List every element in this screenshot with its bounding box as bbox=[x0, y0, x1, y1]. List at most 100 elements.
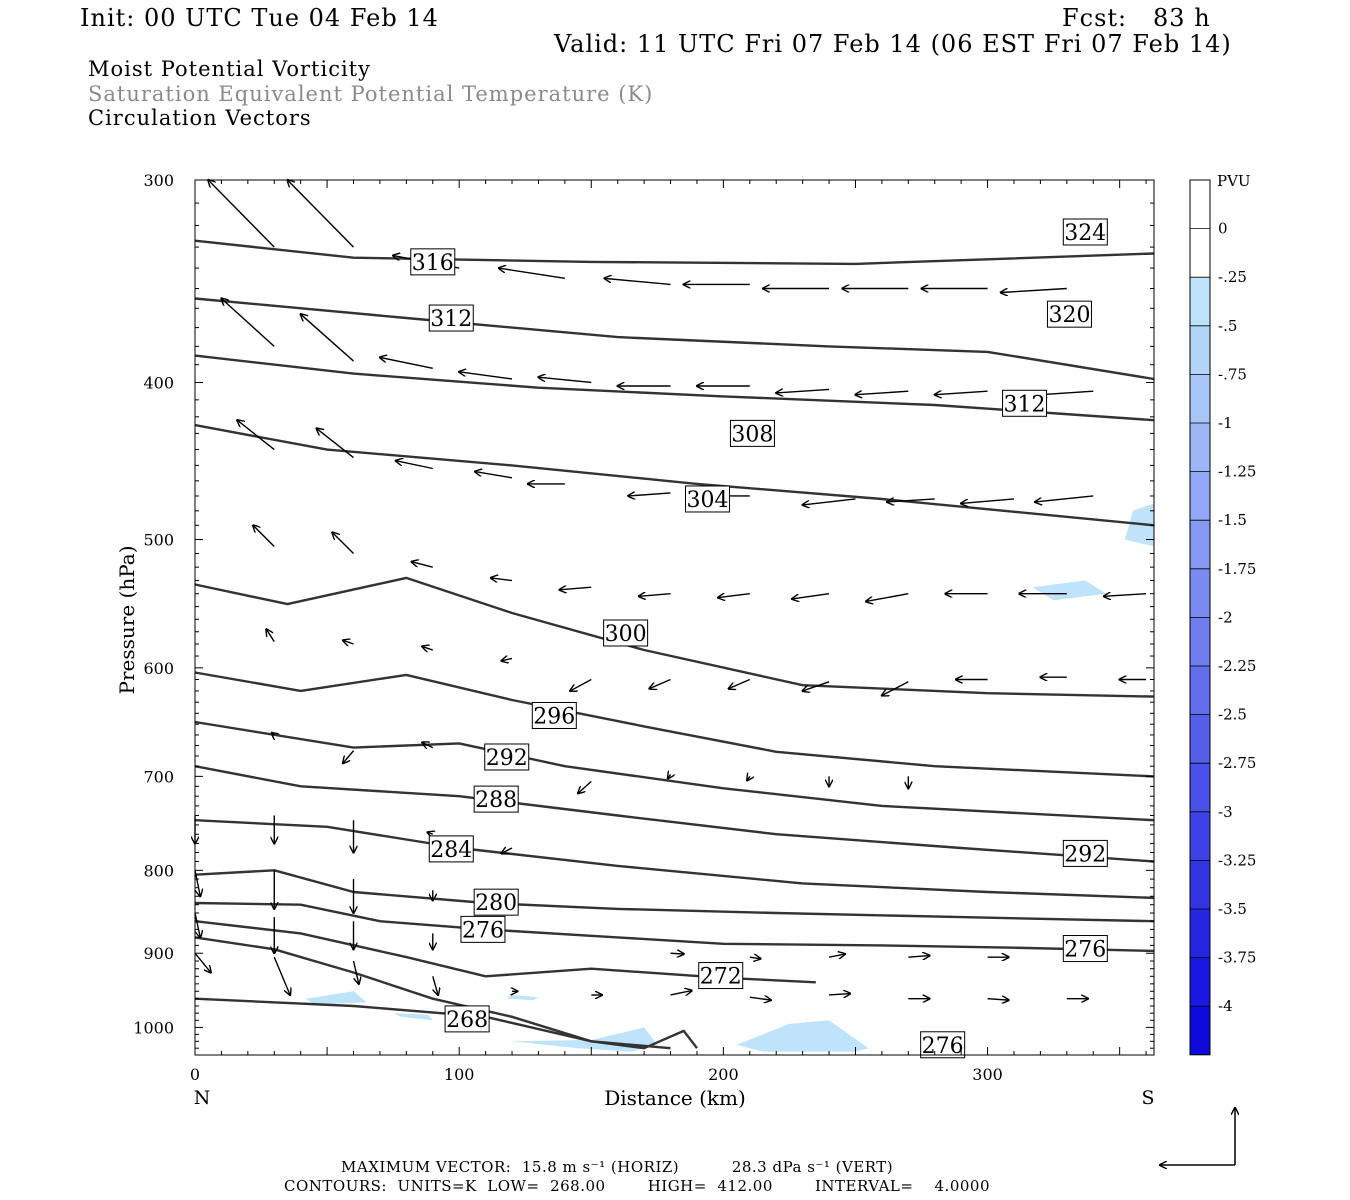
max-vector-note: MAXIMUM VECTOR: 15.8 m s⁻¹ (HORIZ) 28.3 … bbox=[341, 1158, 894, 1176]
colorbar-cell bbox=[1190, 666, 1210, 715]
contour-label-box bbox=[410, 248, 456, 276]
circulation-vector bbox=[670, 991, 692, 995]
contour-label-box bbox=[603, 619, 649, 647]
y-tick-label: 600 bbox=[143, 659, 174, 678]
circulation-vector bbox=[987, 999, 1009, 1000]
y-tick-label: 500 bbox=[143, 531, 174, 550]
circulation-vector bbox=[317, 428, 354, 459]
circulation-vector bbox=[649, 678, 671, 688]
contour-label-box bbox=[428, 835, 474, 863]
circulation-vector bbox=[749, 957, 761, 959]
contour-info: CONTOURS: UNITS=K LOW= 268.00 HIGH= 412.… bbox=[284, 1177, 990, 1195]
circulation-vector bbox=[803, 681, 830, 691]
contour-label: 308 bbox=[731, 422, 773, 447]
colorbar-cell bbox=[1190, 957, 1210, 1007]
circulation-vector bbox=[1104, 594, 1147, 597]
y-tick-label: 400 bbox=[143, 373, 174, 392]
y-tick-label: 800 bbox=[143, 861, 174, 880]
colorbar-level-label: -1.25 bbox=[1218, 463, 1256, 481]
colorbar-cell bbox=[1190, 617, 1210, 666]
y-tick-label: 700 bbox=[143, 767, 174, 786]
contour-label-box bbox=[1062, 218, 1108, 246]
circulation-vector bbox=[1035, 495, 1094, 502]
circulation-vector bbox=[221, 298, 275, 347]
circulation-vector bbox=[747, 776, 750, 780]
circulation-vector bbox=[422, 646, 433, 650]
theta-e-contour bbox=[194, 297, 1155, 381]
mpv-shade bbox=[1032, 580, 1107, 601]
colorbar-cell bbox=[1190, 811, 1210, 861]
circulation-vector bbox=[670, 953, 684, 954]
circulation-vector bbox=[266, 629, 275, 642]
x-tick-label: 300 bbox=[972, 1065, 1003, 1084]
colorbar-cell bbox=[1190, 471, 1210, 521]
theta-e-contour bbox=[194, 819, 1155, 900]
circulation-vector bbox=[459, 372, 513, 380]
contour-label-box bbox=[531, 701, 577, 729]
circulation-vector bbox=[570, 678, 592, 690]
colorbar-level-label: -2.75 bbox=[1218, 754, 1256, 772]
colorbar-level-label: -.75 bbox=[1218, 365, 1247, 383]
circulation-vector bbox=[749, 997, 771, 1000]
contour-label: 312 bbox=[430, 307, 472, 332]
circulation-vector bbox=[501, 848, 513, 853]
circulation-vector bbox=[301, 314, 354, 362]
contour-label: 292 bbox=[1064, 842, 1106, 867]
theta-e-contour bbox=[194, 869, 1155, 923]
colorbar-level-label: -3.75 bbox=[1218, 949, 1256, 967]
circulation-vector bbox=[961, 498, 1015, 503]
contour-label-box bbox=[460, 915, 506, 943]
circulation-vector bbox=[560, 587, 592, 590]
circulation-vector bbox=[1040, 391, 1094, 394]
circulation-vector bbox=[343, 750, 355, 763]
circulation-vector bbox=[935, 391, 988, 394]
circulation-vector bbox=[729, 678, 751, 688]
forecast-hour: Fcst: 83 h bbox=[1062, 4, 1211, 32]
circulation-vector bbox=[352, 960, 359, 984]
circulation-vector bbox=[332, 532, 355, 554]
colorbar-level-label: -3.25 bbox=[1218, 851, 1256, 869]
y-axis-title: Pressure (hPa) bbox=[115, 546, 139, 695]
circulation-vector bbox=[718, 594, 750, 598]
contour-label-box bbox=[698, 962, 744, 990]
contour-label: 296 bbox=[533, 704, 575, 729]
north-label: N bbox=[194, 1087, 211, 1109]
colorbar-level-label: 0 bbox=[1218, 220, 1228, 238]
y-tick-label: 300 bbox=[143, 171, 174, 190]
circulation-vector bbox=[237, 420, 275, 451]
contour-label: 292 bbox=[486, 746, 528, 771]
colorbar-cell bbox=[1190, 325, 1210, 375]
circulation-vector bbox=[194, 912, 200, 937]
circulation-vector bbox=[427, 832, 432, 834]
contour-label: 320 bbox=[1048, 303, 1090, 328]
circulation-vector bbox=[422, 742, 434, 747]
contour-label: 276 bbox=[462, 918, 504, 943]
circulation-vector bbox=[432, 976, 438, 995]
colorbar-cell bbox=[1190, 520, 1210, 569]
contour-label-box bbox=[444, 1005, 490, 1033]
mpv-shade bbox=[306, 991, 367, 1005]
field-title-thetae: Saturation Equivalent Potential Temperat… bbox=[88, 82, 654, 106]
colorbar-level-label: -4 bbox=[1218, 997, 1233, 1015]
circulation-vector bbox=[499, 268, 565, 280]
theta-e-contour bbox=[194, 720, 1155, 822]
theta-e-contour bbox=[194, 239, 1155, 266]
contour-label-box bbox=[484, 743, 530, 771]
colorbar-level-label: -3 bbox=[1218, 803, 1233, 821]
colorbar-level-label: -1.75 bbox=[1218, 560, 1256, 578]
theta-e-contour bbox=[194, 765, 1155, 863]
contour-label: 272 bbox=[700, 965, 742, 990]
colorbar-level-label: -1 bbox=[1218, 414, 1233, 432]
colorbar-cell bbox=[1190, 1006, 1210, 1055]
mpv-shade bbox=[393, 1013, 433, 1021]
contour-label: 284 bbox=[430, 838, 472, 863]
contour-label: 280 bbox=[475, 891, 517, 916]
circulation-vector bbox=[828, 954, 845, 957]
circulation-vector bbox=[829, 994, 850, 995]
valid-time: Valid: 11 UTC Fri 07 Feb 14 (06 EST Fri … bbox=[554, 30, 1232, 58]
colorbar-cell bbox=[1190, 714, 1210, 764]
mpv-shade bbox=[736, 1020, 869, 1052]
colorbar-level-label: -.5 bbox=[1218, 317, 1237, 335]
circulation-vector bbox=[538, 377, 592, 384]
circulation-vector bbox=[1001, 287, 1067, 292]
